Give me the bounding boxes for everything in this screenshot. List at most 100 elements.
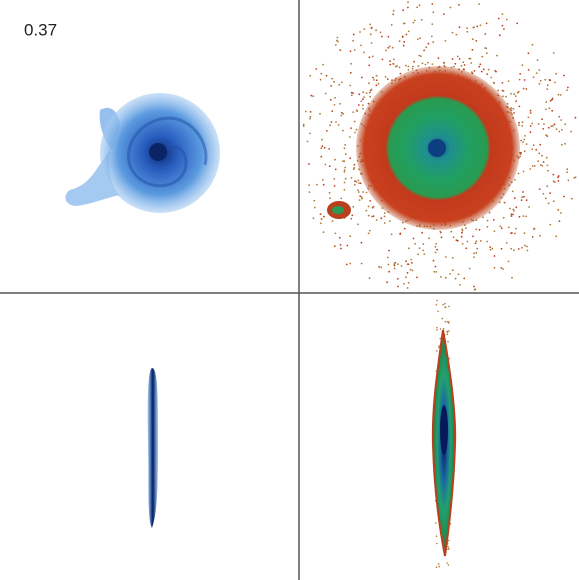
star-particle — [393, 263, 395, 265]
star-particle — [423, 253, 425, 255]
star-particle — [380, 217, 382, 219]
star-particle — [387, 78, 389, 80]
star-particle — [439, 566, 441, 568]
star-particle — [334, 97, 336, 99]
star-particle — [518, 122, 520, 124]
star-particle — [369, 200, 371, 202]
star-particle — [524, 79, 526, 81]
star-particle — [546, 88, 548, 90]
star-particle — [369, 56, 371, 58]
star-particle — [481, 71, 483, 73]
star-particle — [303, 124, 305, 126]
star-particle — [421, 232, 423, 234]
star-particle — [454, 63, 456, 65]
star-particle — [417, 253, 419, 255]
star-particle — [550, 125, 552, 127]
star-particle — [515, 100, 517, 102]
star-particle — [363, 96, 365, 98]
star-particle — [361, 242, 363, 244]
star-particle — [334, 185, 336, 187]
star-particle — [388, 36, 390, 38]
star-particle — [340, 198, 342, 200]
star-particle — [515, 95, 517, 97]
star-particle — [516, 23, 518, 25]
star-particle — [519, 73, 521, 75]
star-particle — [344, 147, 346, 149]
star-particle — [339, 103, 341, 105]
star-particle — [458, 273, 460, 275]
star-particle — [419, 247, 421, 249]
star-particle — [528, 69, 530, 71]
star-particle — [412, 68, 414, 70]
star-particle — [320, 213, 322, 215]
star-particle — [573, 177, 575, 179]
star-particle — [369, 24, 371, 26]
star-particle — [493, 82, 495, 84]
star-core — [428, 139, 446, 157]
star-particle — [450, 231, 452, 233]
star-particle — [427, 62, 429, 64]
star-particle — [349, 136, 351, 138]
star-particle — [342, 130, 344, 132]
star-particle — [443, 62, 445, 64]
star-particle — [403, 283, 405, 285]
star-particle — [403, 23, 405, 25]
star-particle — [436, 350, 438, 352]
star-particle — [512, 191, 514, 193]
star-particle — [362, 104, 364, 106]
star-particle — [438, 347, 440, 349]
star-particle — [511, 213, 513, 215]
star-particle — [559, 220, 561, 222]
star-particle — [361, 77, 363, 79]
star-particle — [369, 277, 371, 279]
star-particle — [526, 143, 528, 145]
star-particle — [538, 153, 540, 155]
star-particle — [558, 131, 560, 133]
star-particle — [514, 179, 516, 181]
time-label: 0.37 — [24, 20, 57, 39]
star-particle — [537, 160, 539, 162]
star-particle — [388, 250, 390, 252]
star-particle — [540, 80, 542, 82]
star-particle — [356, 109, 358, 111]
star-particle — [444, 306, 446, 308]
star-particle — [419, 4, 421, 6]
star-particle — [358, 182, 360, 184]
star-particle — [458, 4, 460, 6]
star-particle — [459, 284, 461, 286]
star-particle — [384, 216, 386, 218]
star-particle — [553, 52, 555, 54]
star-particle — [544, 79, 546, 81]
star-particle — [475, 252, 477, 254]
star-particle — [366, 210, 368, 212]
star-particle — [333, 178, 335, 180]
star-particle — [357, 189, 359, 191]
star-particle — [352, 40, 354, 42]
star-particle — [524, 245, 526, 247]
star-particle — [325, 164, 327, 166]
star-particle — [405, 65, 407, 67]
star-particle — [463, 68, 465, 70]
star-particle — [407, 1, 409, 3]
star-particle — [358, 93, 360, 95]
star-particle — [519, 79, 521, 81]
star-particle — [321, 145, 323, 147]
star-particle — [431, 36, 433, 38]
star-particle — [406, 34, 408, 36]
star-particle — [447, 321, 449, 323]
star-particle — [326, 75, 328, 77]
star-particle — [408, 69, 410, 71]
star-particle — [459, 58, 461, 60]
star-particle — [554, 181, 556, 183]
star-particle — [530, 112, 532, 114]
star-particle — [442, 318, 444, 320]
star-particle — [510, 93, 512, 95]
star-particle — [436, 566, 438, 568]
star-particle — [549, 192, 551, 194]
star-particle — [479, 63, 481, 65]
star-particle — [309, 116, 311, 118]
star-particle — [521, 125, 523, 127]
star-particle — [526, 246, 528, 248]
star-particle — [335, 44, 337, 46]
star-particle — [467, 31, 469, 33]
